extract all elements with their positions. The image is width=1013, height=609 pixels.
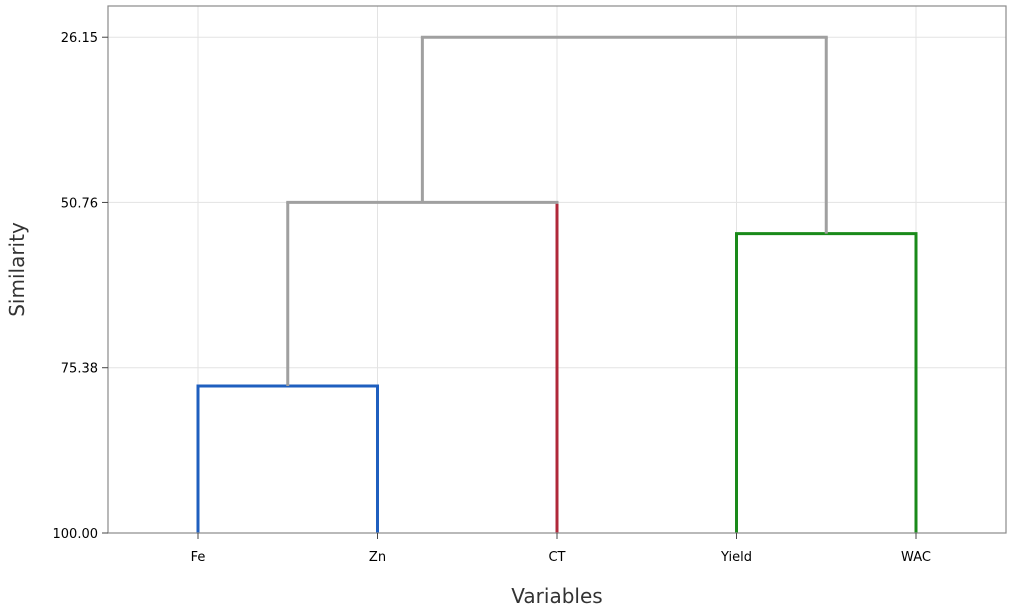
- x-tick-label-zn: Zn: [369, 550, 386, 565]
- y-tick-label-1: 50.76: [61, 196, 98, 211]
- x-axis-title: Variables: [511, 584, 602, 608]
- x-tick-label-ct: CT: [548, 550, 565, 565]
- y-tick-label-2: 75.38: [61, 362, 98, 377]
- y-axis-ticks: 26.15 50.76 75.38 100.00: [53, 31, 108, 542]
- y-tick-label-3: 100.00: [53, 527, 99, 542]
- y-tick-label-0: 26.15: [61, 31, 98, 46]
- x-axis-ticks: Fe Zn CT Yield WAC: [191, 533, 931, 565]
- x-tick-label-fe: Fe: [191, 550, 206, 565]
- y-axis-title: Similarity: [5, 222, 29, 317]
- dendrogram-links: [196, 35, 918, 533]
- x-tick-label-yield: Yield: [720, 550, 752, 565]
- x-tick-label-wac: WAC: [901, 550, 931, 565]
